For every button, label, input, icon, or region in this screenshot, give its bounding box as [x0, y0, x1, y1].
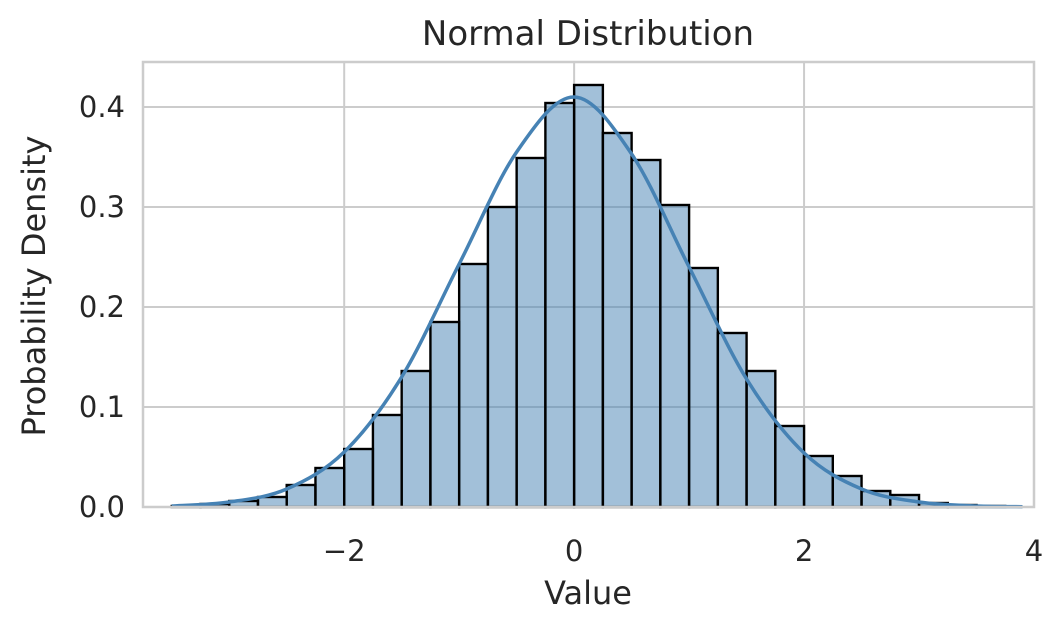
histogram-bar [429, 320, 461, 509]
y-tick-label: 0.0 [79, 490, 125, 524]
histogram-bar [630, 158, 662, 509]
histogram-bar [687, 266, 720, 509]
histogram-bar [544, 101, 576, 509]
histogram-bar [256, 495, 288, 509]
histogram-bar [659, 203, 691, 509]
y-tick-label: 0.1 [79, 390, 125, 424]
x-tick-label: −2 [323, 534, 366, 568]
y-tick-label: 0.2 [79, 290, 125, 324]
histogram-bar [314, 466, 346, 509]
y-tick-label: 0.3 [79, 190, 125, 224]
x-tick-label: 0 [565, 534, 583, 568]
y-axis-label: Probability Density [15, 136, 53, 437]
x-tick-label: 4 [1025, 534, 1043, 568]
kde-curve [171, 95, 1023, 509]
histogram-bar [716, 331, 748, 509]
histogram-bar [342, 447, 375, 509]
y-tick-labels: 0.0 0.1 0.2 0.3 0.4 [79, 90, 125, 524]
histogram-bar [457, 262, 490, 509]
chart-title: Normal Distribution [422, 14, 754, 54]
plot-frame [141, 60, 1036, 509]
histogram-bar [400, 369, 432, 509]
histogram-bar [486, 205, 518, 509]
x-tick-label: 2 [795, 534, 813, 568]
histogram-bar [745, 369, 777, 509]
histogram-bar [371, 413, 403, 509]
histogram-bar [515, 156, 547, 509]
x-tick-labels: −2 0 2 4 [323, 534, 1043, 568]
histogram-bars [170, 83, 1007, 509]
y-tick-label: 0.4 [79, 90, 125, 124]
histogram-bar [601, 131, 633, 509]
histogram-bar [572, 83, 605, 509]
x-axis-label: Value [544, 574, 632, 612]
